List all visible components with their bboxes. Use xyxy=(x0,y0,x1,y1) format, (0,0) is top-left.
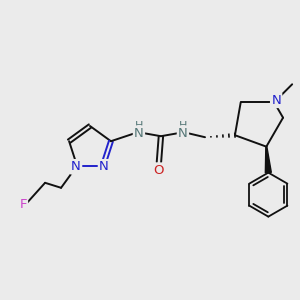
Text: O: O xyxy=(154,164,164,177)
Text: N: N xyxy=(271,94,281,107)
Polygon shape xyxy=(265,147,271,173)
Text: N: N xyxy=(99,160,109,173)
Text: N: N xyxy=(134,127,144,140)
Text: F: F xyxy=(19,198,27,211)
Text: N: N xyxy=(71,160,81,173)
Text: H: H xyxy=(179,121,187,131)
Text: H: H xyxy=(135,121,143,131)
Text: N: N xyxy=(178,127,188,140)
